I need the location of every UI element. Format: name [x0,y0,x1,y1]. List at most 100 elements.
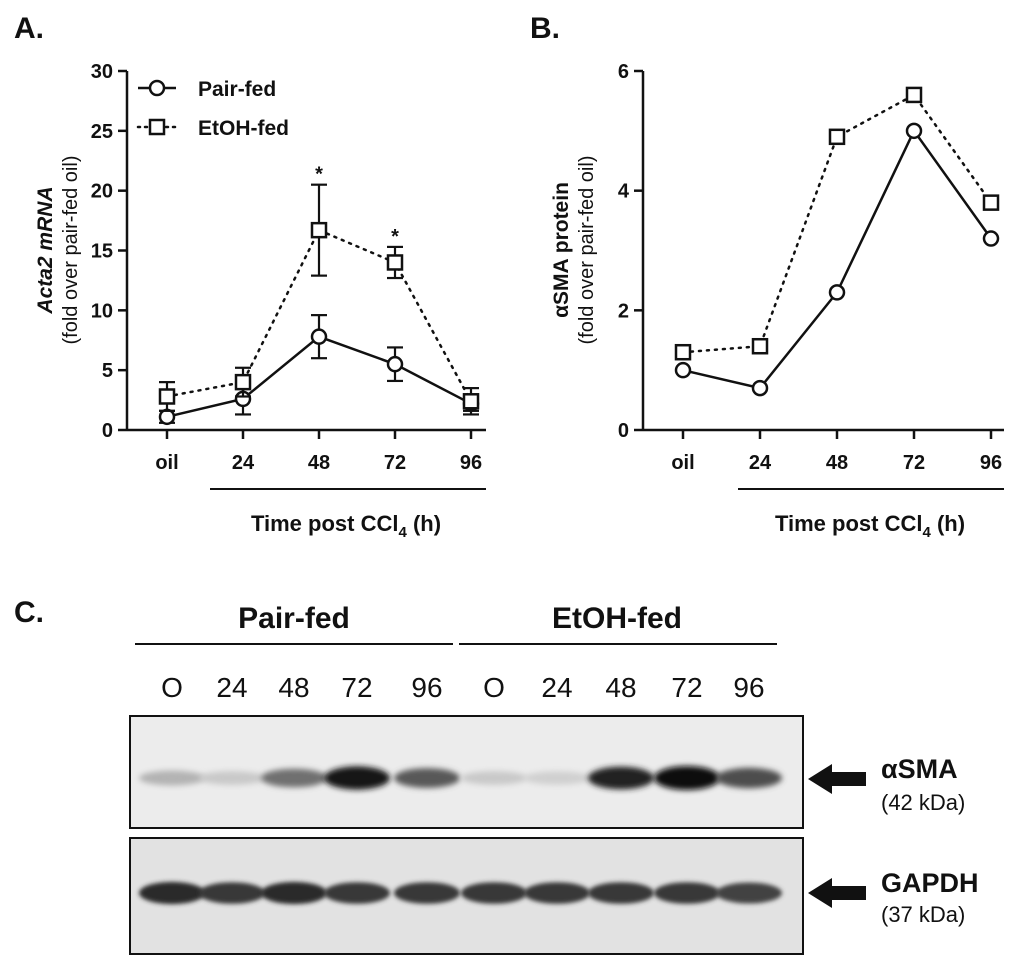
y-tick-label: 30 [91,61,113,83]
band-gapdh [139,881,205,905]
point-etoh-fed [386,254,404,271]
panel-b-y-label-sub: (fold over pair-fed oil) [576,156,598,345]
panel-c: C. Pair-fed EtOH-fed O 24 48 72 96 O 24 48 72 96 … [14,596,979,955]
point-etoh-fed [982,194,1000,211]
band-asma [461,771,527,785]
lane-label: 72 [341,672,372,703]
band-asma [261,768,327,788]
point-pair-fed [828,284,846,301]
panel-a-y-label: Acta2 mRNA (fold over pair-fed oil) [34,156,82,345]
band-asma [654,766,720,790]
panel-a-y-axis: 0 5 10 15 20 25 30 [91,61,129,442]
y-tick-label: 5 [102,360,113,382]
panel-b-label: B. [530,12,560,45]
panel-a-annotations: ** [315,164,399,248]
band-asma [324,766,390,790]
panel-b-y-axis: 0 2 4 6 [618,61,645,442]
blot-group-pair-fed: Pair-fed [238,602,350,635]
lane-label: 96 [411,672,442,703]
band-gapdh [588,882,654,904]
panel-a: A. 0 5 10 15 20 25 30 oil 24 48 72 96 Acta2 mRNA (… [14,12,486,541]
point-etoh-fed [158,388,176,405]
band-asma [716,767,782,789]
band-asma [524,771,590,785]
significance-marker: * [315,164,323,186]
panel-a-y-label-main: Acta2 mRNA [34,186,57,314]
x-tick-label: oil [671,452,694,474]
lane-label: 24 [541,672,572,703]
x-tick-label: 72 [903,452,925,474]
band-gapdh [324,882,390,904]
x-tick-label: 96 [460,452,482,474]
protein-kda-gapdh: (37 kDa) [881,902,965,927]
y-tick-label: 20 [91,181,113,203]
point-pair-fed [386,355,404,373]
x-tick-label: 48 [826,452,848,474]
point-etoh-fed [674,343,692,361]
lane-label: 48 [605,672,636,703]
lane-label: O [161,672,183,703]
panel-b-y-label: αSMA protein (fold over pair-fed oil) [550,156,598,345]
band-gapdh [394,882,460,904]
blot-lane-labels: O 24 48 72 96 O 24 48 72 96 [161,672,764,703]
point-etoh-fed [234,373,252,391]
band-asma [199,771,265,785]
legend-etoh-fed-marker [148,118,166,136]
x-tick-label: 72 [384,452,406,474]
panel-a-y-label-sub: (fold over pair-fed oil) [60,156,82,345]
band-gapdh [524,882,590,904]
point-etoh-fed [310,221,328,239]
y-tick-label: 15 [91,241,113,263]
band-gapdh [716,882,782,904]
significance-marker: * [391,226,399,248]
band-asma [139,770,205,786]
band-gapdh [461,882,527,904]
band-gapdh [654,882,720,904]
series-line-etoh-fed [681,93,993,354]
arrow-asma [808,764,866,794]
point-etoh-fed [905,86,923,104]
point-pair-fed [905,122,923,140]
point-pair-fed [751,379,769,397]
lane-label: 24 [216,672,247,703]
point-etoh-fed [828,128,846,146]
band-gapdh [261,881,327,905]
blot-bands-gapdh [139,881,782,905]
y-tick-label: 10 [91,300,113,322]
panel-a-label: A. [14,12,44,45]
panel-a-x-label: Time post CCl4 (h) [251,511,441,541]
lane-label: 96 [733,672,764,703]
blot-group-etoh-fed: EtOH-fed [552,602,682,635]
y-tick-label: 2 [618,300,629,322]
lane-label: O [483,672,505,703]
y-tick-label: 25 [91,121,113,143]
panel-b-series [674,86,1000,397]
panel-a-series [158,183,480,426]
blot-bands-asma [139,766,782,790]
lane-label: 72 [671,672,702,703]
protein-label-gapdh: GAPDH [881,868,979,898]
panel-b-x-label: Time post CCl4 (h) [775,511,965,541]
y-tick-label: 6 [618,61,629,83]
arrow-gapdh [808,878,866,908]
protein-kda-asma: (42 kDa) [881,790,965,815]
legend-pair-fed-marker [148,79,166,97]
y-tick-label: 4 [618,181,630,203]
y-tick-label: 0 [618,420,629,442]
panel-b-x-axis: oil 24 48 72 96 [643,428,1004,474]
x-tick-label: 24 [232,452,255,474]
x-tick-label: oil [155,452,178,474]
panel-a-legend: Pair-fed EtOH-fed [136,78,289,140]
point-etoh-fed [462,393,480,410]
point-pair-fed [674,361,692,379]
panel-a-x-axis: oil 24 48 72 96 [127,428,486,474]
x-tick-label: 96 [980,452,1002,474]
band-asma [588,766,654,790]
legend-pair-fed-label: Pair-fed [198,78,276,101]
protein-label-asma: αSMA [881,754,958,784]
band-gapdh [199,882,265,904]
x-tick-label: 24 [749,452,772,474]
legend-etoh-fed-label: EtOH-fed [198,117,289,140]
